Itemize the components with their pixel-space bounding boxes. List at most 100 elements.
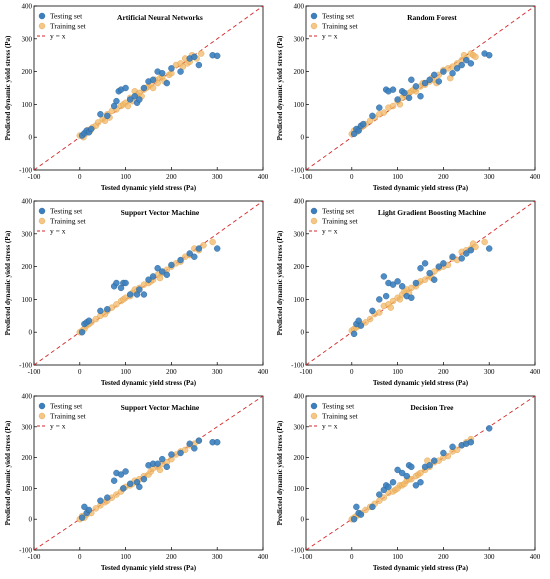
testing-point bbox=[141, 476, 147, 482]
testing-point bbox=[486, 425, 492, 431]
y-tick-label: 100 bbox=[22, 485, 33, 493]
testing-point bbox=[136, 484, 142, 490]
legend-training-marker bbox=[311, 413, 317, 419]
x-tick-label: 100 bbox=[392, 368, 403, 376]
legend-testing-label: Testing set bbox=[322, 207, 355, 216]
training-point bbox=[157, 467, 163, 473]
testing-point bbox=[187, 441, 193, 447]
testing-point bbox=[88, 126, 94, 132]
testing-point bbox=[450, 254, 456, 260]
panel-title: Random Forest bbox=[407, 13, 457, 22]
y-tick-label: 400 bbox=[22, 198, 33, 206]
training-point bbox=[198, 51, 204, 57]
testing-point bbox=[468, 439, 474, 445]
testing-point bbox=[450, 70, 456, 76]
y-tick-label: 200 bbox=[22, 68, 33, 76]
x-tick-label: 300 bbox=[212, 553, 223, 561]
training-point bbox=[125, 103, 131, 109]
training-point bbox=[150, 85, 156, 91]
testing-point bbox=[159, 456, 165, 462]
testing-point bbox=[86, 318, 92, 324]
testing-point bbox=[358, 323, 364, 329]
testing-point bbox=[196, 62, 202, 68]
legend-testing-marker bbox=[311, 208, 317, 214]
y-axis-label: Predicted dynamic yield stress (Pa) bbox=[4, 35, 12, 140]
y-axis-label: Predicted dynamic yield stress (Pa) bbox=[4, 420, 12, 525]
x-tick-label: 400 bbox=[258, 553, 269, 561]
testing-point bbox=[390, 87, 396, 93]
x-tick-label: 400 bbox=[530, 368, 541, 376]
y-tick-label: -100 bbox=[19, 547, 32, 555]
legend-testing-label: Testing set bbox=[50, 402, 83, 411]
legend-testing-marker bbox=[311, 403, 317, 409]
testing-point bbox=[178, 69, 184, 75]
x-axis-label: Tested dynamic yield stress (Pa) bbox=[373, 184, 469, 192]
testing-point bbox=[97, 308, 103, 314]
testing-point bbox=[104, 113, 110, 119]
training-point bbox=[210, 239, 216, 245]
legend-identity-label: y = x bbox=[322, 32, 338, 41]
testing-point bbox=[164, 272, 170, 278]
y-tick-label: 100 bbox=[22, 296, 33, 304]
testing-point bbox=[431, 277, 437, 283]
testing-point bbox=[427, 270, 433, 276]
x-tick-label: 0 bbox=[78, 173, 82, 181]
y-tick-label: 100 bbox=[294, 485, 305, 493]
panel-title: Support Vector Machine bbox=[121, 403, 200, 412]
legend-training-label: Training set bbox=[322, 217, 359, 226]
testing-point bbox=[168, 65, 174, 71]
legend-training-label: Training set bbox=[50, 217, 87, 226]
testing-point bbox=[486, 52, 492, 58]
legend-testing-marker bbox=[311, 13, 317, 19]
y-tick-label: -100 bbox=[291, 167, 304, 175]
testing-point bbox=[191, 254, 197, 260]
y-tick-label: 400 bbox=[294, 3, 305, 11]
testing-point bbox=[150, 273, 156, 279]
x-axis-label: Tested dynamic yield stress (Pa) bbox=[101, 564, 197, 572]
y-tick-label: 200 bbox=[294, 68, 305, 76]
legend-training-label: Training set bbox=[50, 412, 87, 421]
testing-point bbox=[413, 280, 419, 286]
testing-point bbox=[408, 295, 414, 301]
testing-point bbox=[459, 62, 465, 68]
testing-point bbox=[381, 273, 387, 279]
y-tick-label: 100 bbox=[294, 101, 305, 109]
y-axis-label: Predicted dynamic yield stress (Pa) bbox=[276, 230, 284, 335]
x-tick-label: 200 bbox=[166, 553, 177, 561]
testing-point bbox=[127, 481, 133, 487]
x-tick-label: 100 bbox=[120, 553, 131, 561]
testing-point bbox=[120, 485, 126, 491]
legend-training-marker bbox=[39, 23, 45, 29]
legend-training-label: Training set bbox=[50, 22, 87, 31]
legend-training-marker bbox=[39, 218, 45, 224]
testing-point bbox=[353, 504, 359, 510]
testing-point bbox=[450, 444, 456, 450]
testing-point bbox=[79, 515, 85, 521]
x-tick-label: 0 bbox=[350, 173, 354, 181]
y-tick-label: 0 bbox=[301, 134, 305, 142]
testing-point bbox=[369, 504, 375, 510]
legend-testing-marker bbox=[39, 403, 45, 409]
y-tick-label: 400 bbox=[22, 3, 33, 11]
x-axis-label: Tested dynamic yield stress (Pa) bbox=[101, 184, 197, 192]
testing-point bbox=[111, 478, 117, 484]
testing-point bbox=[191, 54, 197, 60]
x-tick-label: 400 bbox=[258, 368, 269, 376]
testing-point bbox=[468, 60, 474, 66]
y-tick-label: 400 bbox=[294, 393, 305, 401]
testing-point bbox=[369, 308, 375, 314]
testing-point bbox=[351, 331, 357, 337]
x-tick-label: 400 bbox=[530, 553, 541, 561]
x-tick-label: 300 bbox=[484, 368, 495, 376]
testing-point bbox=[178, 257, 184, 263]
x-tick-label: 200 bbox=[166, 173, 177, 181]
training-point bbox=[367, 316, 373, 322]
testing-point bbox=[358, 512, 364, 518]
testing-point bbox=[399, 283, 405, 289]
testing-point bbox=[168, 262, 174, 268]
testing-point bbox=[395, 278, 401, 284]
y-axis-label: Predicted dynamic yield stress (Pa) bbox=[4, 230, 12, 335]
testing-point bbox=[431, 458, 437, 464]
x-tick-label: 100 bbox=[392, 173, 403, 181]
